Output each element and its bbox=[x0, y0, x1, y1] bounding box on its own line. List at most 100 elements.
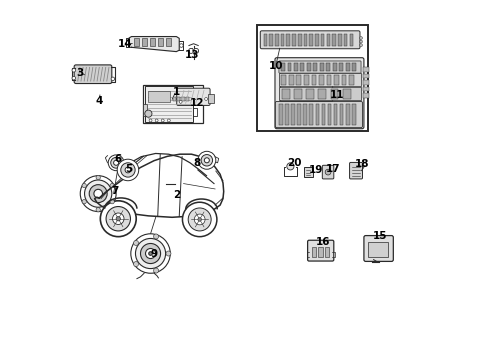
Circle shape bbox=[80, 176, 116, 212]
Polygon shape bbox=[129, 37, 179, 51]
Circle shape bbox=[286, 163, 293, 170]
Circle shape bbox=[89, 185, 107, 203]
FancyBboxPatch shape bbox=[74, 65, 112, 84]
Circle shape bbox=[82, 183, 86, 188]
Circle shape bbox=[359, 37, 362, 40]
Text: 2: 2 bbox=[172, 190, 180, 200]
Circle shape bbox=[201, 154, 212, 166]
Circle shape bbox=[113, 160, 119, 165]
Bar bbox=[337, 34, 341, 46]
Bar bbox=[181, 97, 184, 101]
Bar bbox=[285, 104, 288, 125]
Bar bbox=[269, 34, 272, 46]
Bar bbox=[326, 75, 330, 85]
Circle shape bbox=[110, 183, 114, 188]
FancyBboxPatch shape bbox=[322, 165, 333, 179]
Bar bbox=[339, 63, 343, 71]
Circle shape bbox=[145, 248, 155, 258]
Circle shape bbox=[165, 251, 171, 256]
FancyBboxPatch shape bbox=[260, 31, 359, 49]
Bar bbox=[362, 74, 368, 78]
Text: 18: 18 bbox=[354, 159, 368, 169]
FancyBboxPatch shape bbox=[275, 102, 362, 128]
Text: 20: 20 bbox=[286, 158, 301, 168]
Circle shape bbox=[111, 77, 115, 81]
Text: 5: 5 bbox=[125, 164, 132, 174]
Bar bbox=[319, 75, 323, 85]
Bar bbox=[148, 91, 169, 102]
Bar bbox=[263, 34, 266, 46]
Bar bbox=[362, 80, 368, 85]
Circle shape bbox=[117, 159, 139, 181]
Circle shape bbox=[198, 218, 201, 221]
Circle shape bbox=[204, 158, 209, 163]
FancyBboxPatch shape bbox=[142, 104, 147, 116]
Circle shape bbox=[72, 68, 76, 72]
Circle shape bbox=[125, 167, 131, 173]
Circle shape bbox=[193, 48, 198, 53]
Circle shape bbox=[96, 175, 100, 180]
Bar bbox=[319, 63, 323, 71]
Circle shape bbox=[108, 155, 124, 171]
Circle shape bbox=[179, 100, 182, 103]
Bar bbox=[305, 89, 313, 99]
Circle shape bbox=[182, 202, 217, 237]
Circle shape bbox=[110, 157, 121, 168]
Bar bbox=[292, 34, 295, 46]
Bar bbox=[339, 104, 343, 125]
Circle shape bbox=[116, 217, 120, 221]
Bar bbox=[304, 75, 308, 85]
Bar bbox=[172, 97, 176, 101]
Circle shape bbox=[121, 163, 135, 177]
Text: 1: 1 bbox=[172, 87, 180, 97]
Bar bbox=[293, 63, 297, 71]
Bar bbox=[341, 75, 346, 85]
Bar bbox=[303, 104, 306, 125]
Circle shape bbox=[148, 252, 152, 255]
Circle shape bbox=[359, 44, 362, 46]
Bar bbox=[318, 247, 322, 257]
Text: 10: 10 bbox=[268, 61, 283, 71]
Circle shape bbox=[325, 169, 330, 175]
Bar bbox=[349, 34, 352, 46]
Bar bbox=[333, 75, 338, 85]
Circle shape bbox=[96, 208, 100, 212]
Circle shape bbox=[149, 119, 152, 122]
Bar bbox=[300, 63, 304, 71]
Bar bbox=[149, 39, 155, 46]
Circle shape bbox=[131, 234, 170, 273]
Bar bbox=[286, 34, 289, 46]
FancyBboxPatch shape bbox=[349, 162, 362, 179]
Bar bbox=[311, 75, 316, 85]
Bar bbox=[311, 247, 316, 257]
Text: 3: 3 bbox=[76, 68, 83, 78]
Bar bbox=[296, 75, 301, 85]
Bar bbox=[158, 39, 163, 46]
Bar bbox=[343, 34, 346, 46]
Bar bbox=[326, 34, 329, 46]
Circle shape bbox=[188, 208, 211, 231]
Circle shape bbox=[153, 268, 158, 273]
Bar bbox=[288, 75, 293, 85]
Circle shape bbox=[198, 151, 215, 169]
FancyBboxPatch shape bbox=[279, 73, 360, 86]
Circle shape bbox=[112, 213, 124, 225]
Bar bbox=[290, 104, 294, 125]
Bar bbox=[303, 34, 306, 46]
FancyBboxPatch shape bbox=[145, 86, 193, 122]
Circle shape bbox=[133, 240, 138, 246]
Bar bbox=[332, 63, 336, 71]
Bar bbox=[185, 97, 188, 101]
Bar bbox=[327, 104, 330, 125]
Bar bbox=[342, 89, 350, 99]
Text: 11: 11 bbox=[329, 90, 344, 100]
Circle shape bbox=[155, 119, 158, 122]
Circle shape bbox=[110, 199, 114, 204]
Bar bbox=[257, 25, 367, 131]
Text: 9: 9 bbox=[150, 248, 157, 258]
Bar bbox=[330, 89, 338, 99]
Bar bbox=[333, 104, 337, 125]
Bar bbox=[297, 104, 300, 125]
Polygon shape bbox=[94, 154, 223, 217]
Bar bbox=[280, 34, 284, 46]
